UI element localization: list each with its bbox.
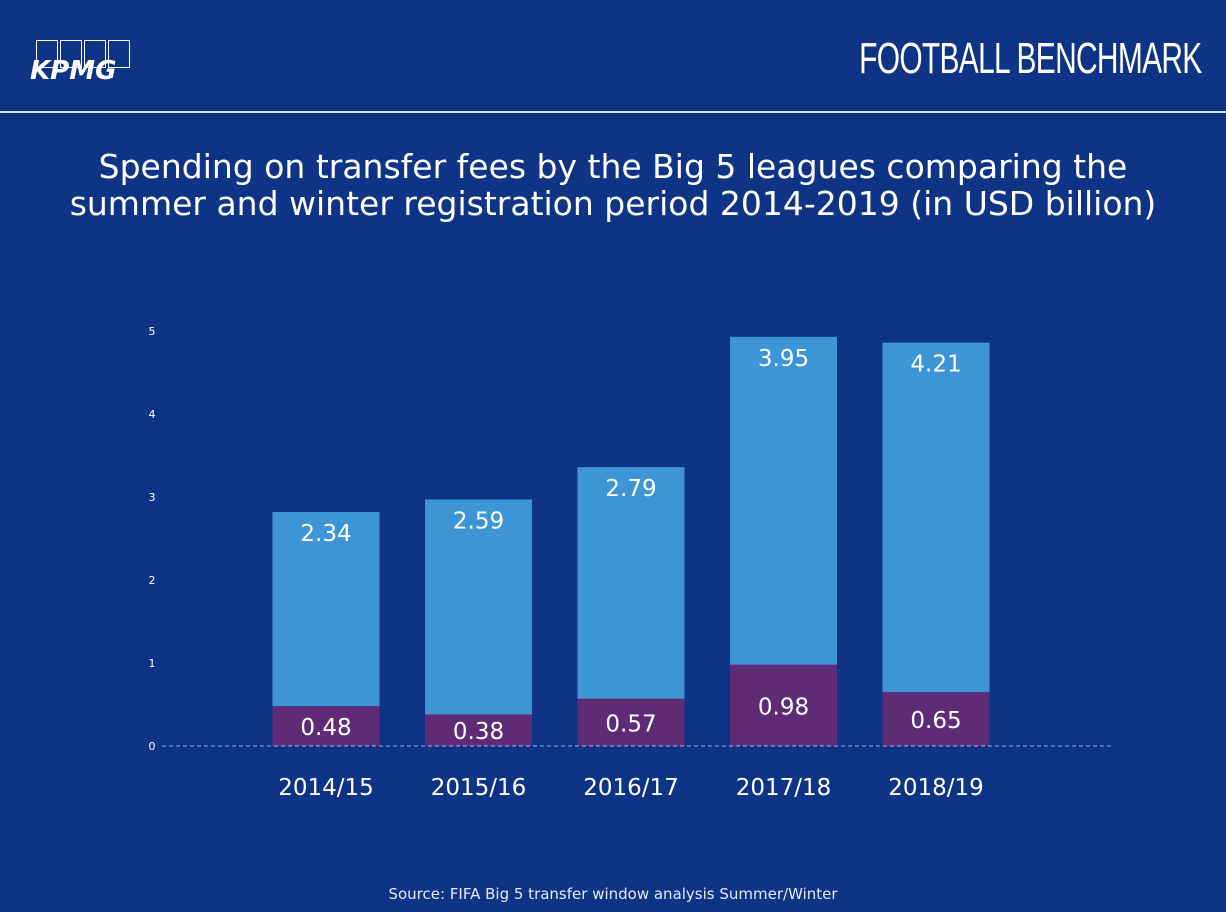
bar-winter <box>577 698 685 746</box>
bar-winter <box>272 706 380 746</box>
data-label-winter: 0.57 <box>605 711 656 737</box>
bar-summer <box>425 499 532 715</box>
data-label-summer: 3.95 <box>758 346 809 372</box>
bar-winter <box>882 692 990 746</box>
data-label-winter: 0.98 <box>758 694 809 720</box>
bar-summer <box>272 511 380 707</box>
bar-winter <box>730 664 837 746</box>
data-label-summer: 2.59 <box>453 508 504 534</box>
bar-summer <box>577 467 685 699</box>
y-tick-label: 0 <box>149 740 156 753</box>
x-tick-label: 2015/16 <box>431 775 527 801</box>
data-label-winter: 0.48 <box>300 715 351 741</box>
brand-title: FOOTBALL BENCHMARK <box>859 34 1203 83</box>
data-label-winter: 0.65 <box>910 708 961 734</box>
x-tick-label: 2014/15 <box>278 775 374 801</box>
x-tick-label: 2018/19 <box>888 775 984 801</box>
kpmg-logo: KPMG <box>30 40 140 88</box>
chart-title-line-1: Spending on transfer fees by the Big 5 l… <box>98 147 1128 186</box>
bar-summer <box>882 342 990 693</box>
y-tick-label: 5 <box>149 325 156 338</box>
y-tick-label: 2 <box>149 574 156 587</box>
y-tick-label: 4 <box>149 408 156 421</box>
data-label-summer: 2.34 <box>300 521 351 547</box>
chart-title-line-2: summer and winter registration period 20… <box>69 184 1157 223</box>
bar-winter <box>425 714 532 746</box>
source-note: Source: FIFA Big 5 transfer window analy… <box>388 885 838 903</box>
y-tick-label: 1 <box>149 657 156 670</box>
y-tick-label: 3 <box>149 491 156 504</box>
chart-title: Spending on transfer fees by the Big 5 l… <box>0 148 1226 222</box>
header-divider <box>0 111 1226 113</box>
x-tick-label: 2016/17 <box>583 775 679 801</box>
bar-summer <box>730 336 837 665</box>
header: KPMG FOOTBALL BENCHMARK <box>0 0 1226 112</box>
x-tick-label: 2017/18 <box>736 775 832 801</box>
data-label-winter: 0.38 <box>453 719 504 745</box>
logo-text: KPMG <box>30 56 117 86</box>
data-label-summer: 4.21 <box>910 352 961 378</box>
logo-boxes <box>36 40 130 68</box>
data-label-summer: 2.79 <box>605 476 656 502</box>
